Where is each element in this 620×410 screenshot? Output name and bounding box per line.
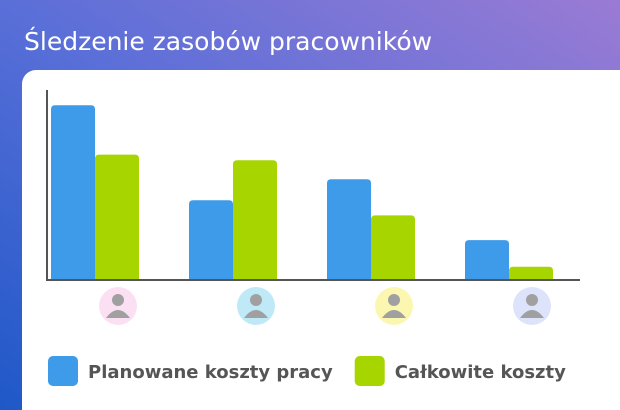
bar — [327, 179, 371, 280]
legend-swatch — [48, 356, 78, 386]
plot — [51, 105, 553, 280]
bar — [51, 105, 95, 280]
bar — [233, 160, 277, 280]
legend-label: Planowane koszty pracy — [88, 362, 333, 383]
bar — [95, 154, 139, 280]
chart-title: Śledzenie zasobów pracowników — [24, 26, 432, 56]
avatar — [237, 287, 275, 325]
avatars — [99, 287, 551, 325]
avatar — [99, 287, 137, 325]
legend: Planowane koszty pracy Całkowite koszty — [48, 356, 566, 386]
card — [22, 70, 620, 410]
bar — [465, 240, 509, 280]
avatar — [375, 287, 413, 325]
bar — [371, 215, 415, 280]
bar — [189, 200, 233, 280]
avatar — [513, 287, 551, 325]
bar — [509, 266, 553, 280]
legend-label: Całkowite koszty — [395, 362, 566, 383]
legend-swatch — [354, 356, 385, 386]
